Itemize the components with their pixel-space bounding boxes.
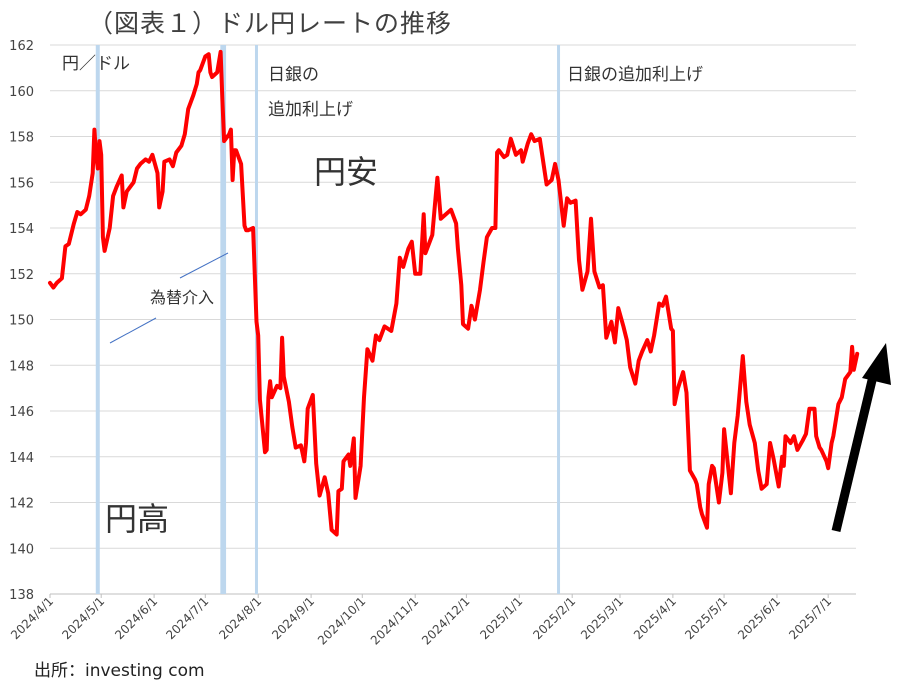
- intervention-callout-line-lower: [109, 317, 157, 344]
- y-tick-label: 154: [9, 222, 34, 237]
- chart-title: （図表１）ドル円レートの推移: [88, 9, 453, 38]
- y-tick-label: 162: [9, 39, 34, 54]
- y-tick-label: 138: [9, 588, 34, 603]
- x-tick-label: 2024/6/1: [112, 594, 160, 642]
- source-note: 出所：investing com: [34, 661, 205, 681]
- x-tick-label: 2024/10/1: [315, 594, 368, 647]
- boj-hike-label-1a: 日銀の: [268, 65, 319, 85]
- usdjpy-series-line: [48, 49, 860, 537]
- y-tick-label: 148: [9, 359, 34, 374]
- x-tick-label: 2024/12/1: [419, 594, 472, 647]
- weak-yen-label: 円安: [314, 153, 378, 191]
- y-tick-label: 150: [9, 314, 34, 329]
- intervention-label: 為替介入: [150, 288, 214, 307]
- x-tick-label: 2025/5/1: [682, 594, 730, 642]
- x-axis-ticks: 2024/4/1 2024/5/1 2024/6/1 2024/7/1 2024/8/1…: [8, 594, 834, 648]
- y-tick-label: 152: [9, 268, 34, 283]
- x-tick-label: 2025/1/1: [477, 594, 525, 642]
- strong-yen-label: 円高: [105, 500, 169, 538]
- boj-hike-label-1b: 追加利上げ: [268, 100, 353, 120]
- x-tick-label: 2025/3/1: [578, 594, 626, 642]
- x-tick-label: 2025/2/1: [530, 594, 578, 642]
- x-tick-label: 2025/4/1: [631, 594, 679, 642]
- x-tick-label: 2024/9/1: [269, 594, 317, 642]
- x-tick-label: 2024/11/1: [368, 594, 421, 647]
- y-tick-label: 140: [9, 542, 34, 557]
- y-tick-label: 158: [9, 131, 34, 146]
- up-arrow: [831, 343, 891, 533]
- intervention-callout-line-upper: [179, 252, 229, 279]
- x-tick-label: 2025/7/1: [786, 594, 834, 642]
- x-tick-label: 2025/6/1: [735, 594, 783, 642]
- series-layer: [48, 49, 860, 537]
- y-axis-label: 円／ドル: [62, 54, 130, 74]
- y-tick-label: 156: [9, 176, 34, 191]
- x-tick-label: 2024/7/1: [163, 594, 211, 642]
- y-tick-label: 142: [9, 497, 34, 512]
- y-axis-ticks: 162 160 158 156 154 152 150 148 146 144 142 140 138: [9, 39, 34, 603]
- grid-lines: [50, 44, 856, 595]
- y-tick-label: 144: [9, 451, 34, 466]
- x-tick-label: 2024/5/1: [59, 594, 107, 642]
- x-tick-label: 2024/8/1: [216, 594, 264, 642]
- boj-hike-label-2: 日銀の追加利上げ: [567, 65, 703, 85]
- y-tick-label: 160: [9, 85, 34, 100]
- y-tick-label: 146: [9, 405, 34, 420]
